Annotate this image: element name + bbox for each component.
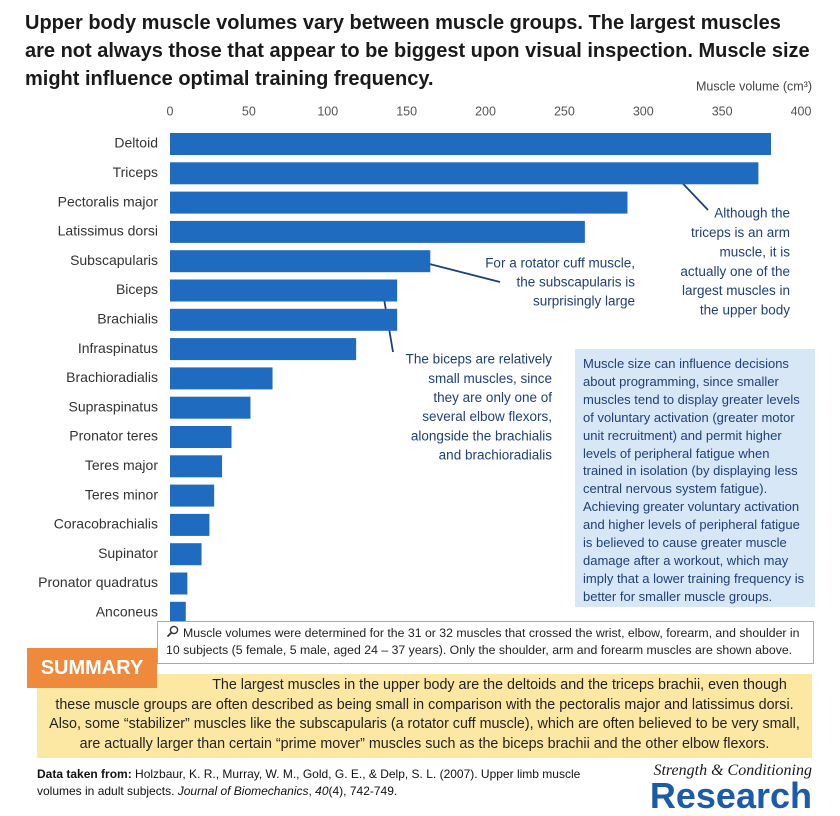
- source-journal: Journal of Biomechanics: [177, 784, 309, 798]
- logo-name: Research: [649, 775, 812, 816]
- y-tick-label: Pronator teres: [69, 428, 158, 444]
- bar: [170, 543, 202, 566]
- bar: [170, 133, 772, 155]
- axis-label: Muscle volume (cm³): [696, 79, 812, 93]
- x-tick-label: 350: [712, 104, 733, 118]
- source-volume: 40: [315, 784, 329, 798]
- annotation: and brachioradialis: [439, 448, 553, 463]
- y-tick-label: Brachioradialis: [66, 369, 158, 385]
- annotation: surprisingly large: [533, 294, 635, 309]
- bar: [170, 484, 215, 507]
- note-text: Muscle volumes were determined for the 3…: [166, 626, 800, 657]
- x-tick-label: 250: [554, 104, 575, 118]
- y-tick-label: Supinator: [98, 545, 158, 561]
- bar: [170, 572, 188, 595]
- annotation: they are only one of: [433, 390, 552, 405]
- bar: [170, 338, 357, 361]
- y-tick-label: Subscapularis: [70, 252, 158, 268]
- y-tick-label: Coracobrachialis: [54, 516, 158, 532]
- annotation: actually one of the: [680, 264, 790, 279]
- bar: [170, 513, 210, 536]
- x-tick-label: 300: [633, 104, 654, 118]
- x-tick-label: 0: [167, 104, 174, 118]
- annotation: muscle, it is: [719, 244, 790, 259]
- bar: [170, 279, 398, 302]
- bar: [170, 162, 759, 185]
- bar: [170, 367, 273, 390]
- x-tick-label: 200: [475, 104, 496, 118]
- annotation: the upper body: [700, 303, 790, 318]
- annotation: Although the: [714, 206, 790, 221]
- title: Upper body muscle volumes vary between m…: [25, 12, 810, 90]
- annotation: The biceps are relatively: [406, 352, 553, 367]
- info-box: Muscle size can influence decisions abou…: [575, 349, 815, 607]
- y-tick-label: Anconeus: [96, 604, 158, 620]
- y-tick-label: Teres minor: [85, 486, 158, 502]
- summary-box: The largest muscles in the upper body ar…: [37, 674, 812, 758]
- bar: [170, 220, 585, 243]
- bar: [170, 396, 251, 419]
- annotation: triceps is an arm: [691, 225, 790, 240]
- y-tick-label: Pectoralis major: [58, 193, 159, 209]
- y-tick-label: Deltoid: [114, 135, 158, 151]
- x-tick-label: 100: [317, 104, 338, 118]
- x-tick-label: 400: [791, 104, 812, 118]
- logo-tagline: Strength & Conditioning: [653, 762, 812, 779]
- y-tick-label: Pronator quadratus: [38, 574, 158, 590]
- y-tick-label: Triceps: [113, 164, 158, 180]
- bar: [170, 601, 186, 624]
- source-pages: (4), 742-749.: [328, 784, 398, 798]
- y-tick-label: Supraspinatus: [68, 398, 158, 414]
- source-text: Holzbaur, K. R., Murray, W. M., Gold, G.…: [37, 767, 581, 798]
- y-tick-label: Teres major: [85, 457, 158, 473]
- bar: [170, 250, 431, 273]
- y-tick-label: Infraspinatus: [78, 340, 158, 356]
- summary-heading: SUMMARY: [27, 648, 157, 688]
- y-tick-label: Latissimus dorsi: [58, 223, 158, 239]
- y-tick-label: Brachialis: [97, 311, 158, 327]
- y-tick-label: Biceps: [116, 281, 158, 297]
- summary-text: The largest muscles in the upper body ar…: [49, 677, 800, 752]
- bar: [170, 191, 628, 214]
- annotation: alongside the brachialis: [411, 428, 552, 443]
- annotation: largest muscles in: [682, 283, 790, 298]
- bar: [170, 455, 223, 478]
- annotation: For a rotator cuff muscle,: [485, 256, 635, 271]
- source: Data taken from: Holzbaur, K. R., Murray…: [37, 767, 581, 798]
- annotation: small muscles, since: [428, 371, 552, 386]
- x-tick-label: 150: [396, 104, 417, 118]
- x-tick-label: 50: [242, 104, 256, 118]
- bar: [170, 426, 232, 448]
- bar: [170, 308, 398, 331]
- annotation: the subscapularis is: [516, 275, 635, 290]
- search-icon: [166, 625, 179, 638]
- note: Muscle volumes were determined for the 3…: [157, 621, 814, 664]
- annotation: several elbow flexors,: [422, 409, 552, 424]
- source-label: Data taken from:: [37, 767, 132, 781]
